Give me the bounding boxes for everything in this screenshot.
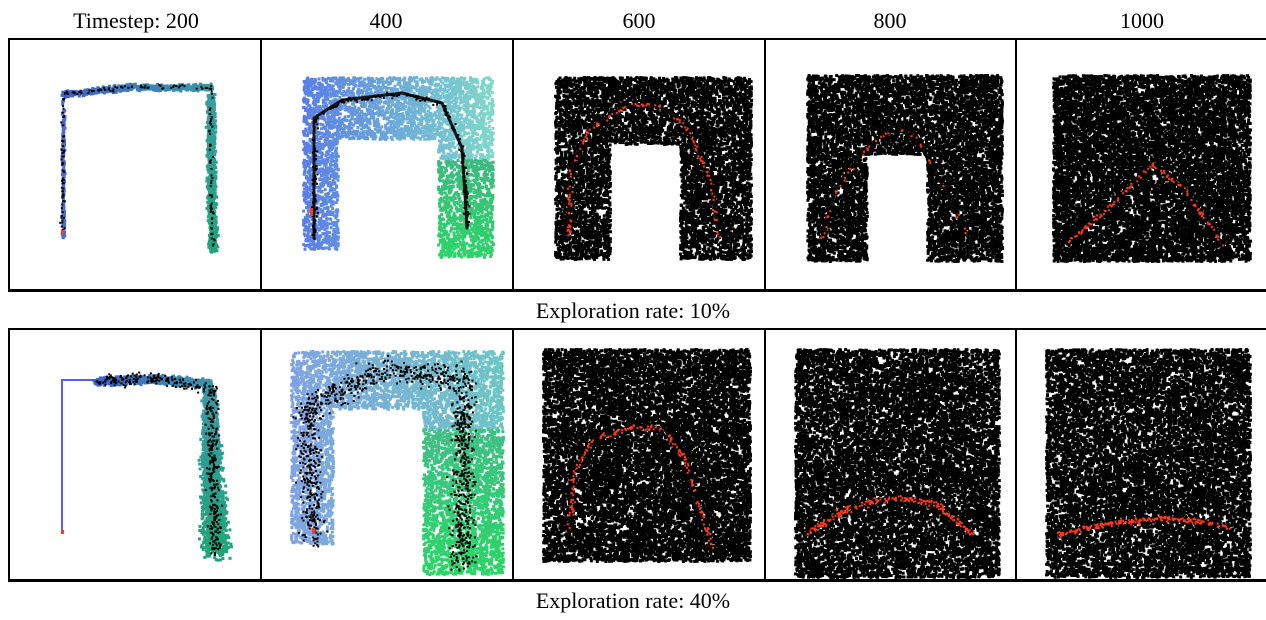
goal-marker xyxy=(61,230,64,234)
column-header-800: 800 xyxy=(790,8,990,34)
panel-t600-r40 xyxy=(512,328,765,582)
panel-t600-r10 xyxy=(512,38,765,292)
panel-t800-r10 xyxy=(764,38,1017,292)
value-field-blob xyxy=(1045,348,1252,579)
panel-t800-r40 xyxy=(764,328,1017,582)
panel-t400-r10 xyxy=(260,38,513,292)
goal-marker xyxy=(312,528,315,534)
panel-t200-r10 xyxy=(8,38,261,292)
panel-t1000-r40 xyxy=(1015,328,1266,582)
sample-dots xyxy=(59,84,216,247)
row-exploration-10 xyxy=(8,38,1266,292)
caption-exploration-40: Exploration rate: 40% xyxy=(0,588,1266,614)
trajectory-line xyxy=(62,380,96,533)
value-field-blob xyxy=(542,348,752,563)
panel-t400-r40 xyxy=(260,328,513,582)
column-header-1000: 1000 xyxy=(1042,8,1242,34)
goal-marker xyxy=(310,208,313,216)
panel-t200-r40 xyxy=(8,328,261,582)
state-visitation-blob xyxy=(198,382,233,562)
column-header-400: 400 xyxy=(286,8,486,34)
goal-marker xyxy=(61,530,64,534)
value-field-blob xyxy=(806,74,1004,263)
column-header-600: 600 xyxy=(539,8,739,34)
row-exploration-40 xyxy=(8,328,1266,582)
column-header-200: Timestep: 200 xyxy=(36,8,236,34)
value-field-blob xyxy=(1052,74,1252,263)
value-field-blob xyxy=(794,348,1001,579)
state-visitation-blob xyxy=(61,83,215,100)
row-bottom-rule xyxy=(8,289,1266,292)
caption-exploration-10: Exploration rate: 10% xyxy=(0,298,1266,324)
panel-t1000-r10 xyxy=(1015,38,1266,292)
row-bottom-rule xyxy=(8,579,1266,582)
